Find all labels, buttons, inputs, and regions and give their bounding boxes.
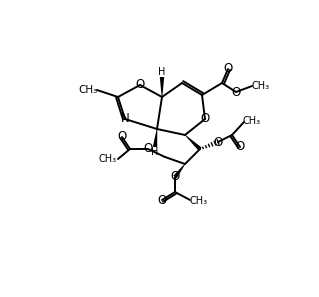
- Text: O: O: [170, 170, 180, 184]
- Text: CH₃: CH₃: [243, 116, 261, 126]
- Polygon shape: [173, 164, 185, 178]
- Text: O: O: [135, 78, 145, 91]
- Text: O: O: [235, 140, 245, 154]
- Polygon shape: [160, 77, 164, 97]
- Text: O: O: [200, 113, 210, 126]
- Text: O: O: [231, 86, 241, 99]
- Text: O: O: [223, 62, 233, 75]
- Text: O: O: [157, 194, 167, 206]
- Text: O: O: [117, 130, 127, 143]
- Text: H: H: [151, 147, 159, 157]
- Text: N: N: [121, 113, 130, 126]
- Text: CH₃: CH₃: [190, 196, 208, 206]
- Text: O: O: [213, 135, 223, 148]
- Text: CH₃: CH₃: [99, 154, 117, 164]
- Text: O: O: [143, 143, 152, 156]
- Text: H: H: [158, 67, 166, 77]
- Polygon shape: [153, 129, 157, 147]
- Polygon shape: [185, 135, 202, 151]
- Text: CH₃: CH₃: [252, 81, 270, 91]
- Text: CH₃: CH₃: [78, 85, 98, 95]
